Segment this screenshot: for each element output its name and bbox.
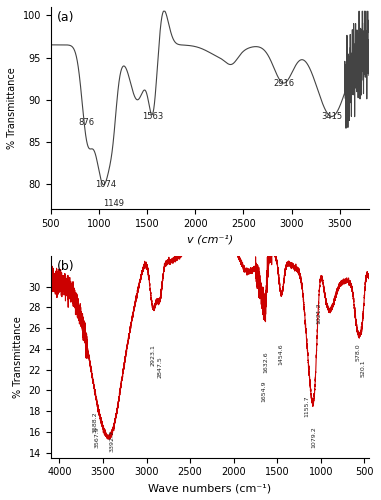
X-axis label: Wave numbers (cm⁻¹): Wave numbers (cm⁻¹) [148,483,271,493]
Text: (a): (a) [57,11,74,24]
Text: (b): (b) [57,260,75,272]
Text: 2847.5: 2847.5 [157,356,162,378]
Text: 1454.6: 1454.6 [279,344,284,365]
Text: 1079.2: 1079.2 [312,426,317,448]
Y-axis label: % Transmittance: % Transmittance [7,67,17,149]
Text: 578.0: 578.0 [355,344,360,361]
Text: 520.1: 520.1 [360,360,365,377]
Text: 3392.7: 3392.7 [110,430,115,452]
Text: 1149: 1149 [103,199,124,208]
Text: 2923.1: 2923.1 [151,344,156,365]
X-axis label: v (cm⁻¹): v (cm⁻¹) [187,234,233,244]
Text: 3415: 3415 [321,112,342,122]
Text: 1654.9: 1654.9 [261,380,266,402]
Text: 1632.6: 1632.6 [263,351,268,372]
Y-axis label: % Transmittance: % Transmittance [13,316,23,398]
Text: 1074: 1074 [95,180,117,188]
Text: 1021.2: 1021.2 [317,302,322,324]
Text: 3567.9: 3567.9 [94,426,99,448]
Text: 2916: 2916 [273,78,294,88]
Text: 1155.7: 1155.7 [305,396,310,417]
Text: 876: 876 [79,118,95,127]
Text: 3588.2: 3588.2 [93,411,98,432]
Text: 1563: 1563 [142,112,164,122]
